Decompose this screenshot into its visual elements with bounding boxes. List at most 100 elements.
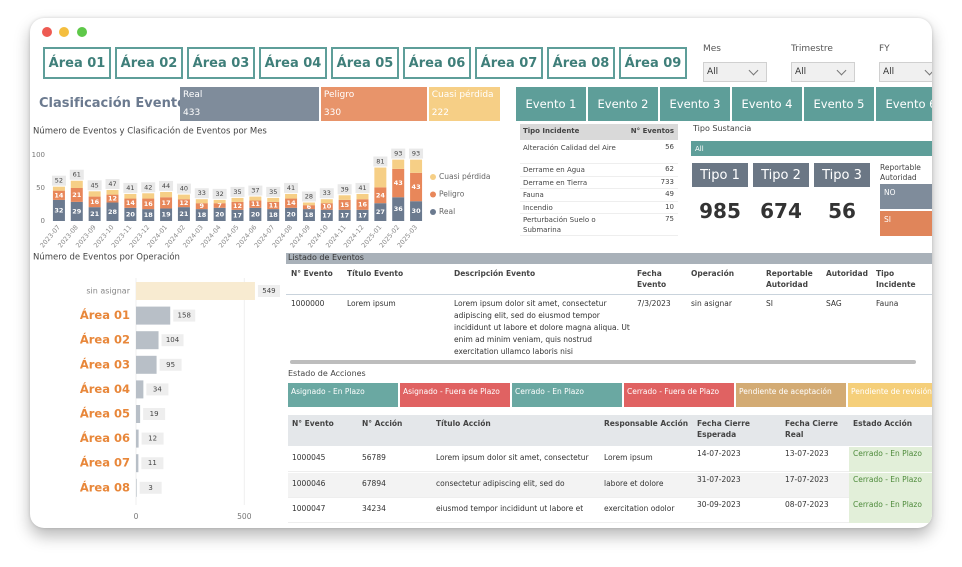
- evento-button[interactable]: Evento 4: [732, 87, 802, 121]
- column-header: N° Evento: [291, 269, 333, 278]
- data-label: 24: [376, 191, 386, 199]
- total-label-bg: [391, 148, 406, 159]
- bar-segment: [195, 199, 208, 204]
- area-button[interactable]: Área 02: [115, 47, 183, 79]
- filter-dropdown[interactable]: All: [791, 62, 855, 82]
- data-label: 14: [287, 199, 297, 207]
- data-label: 20: [126, 210, 136, 218]
- type-button[interactable]: Tipo 3: [814, 163, 870, 187]
- row-bg: [520, 164, 678, 177]
- reportable-option[interactable]: NO: [880, 184, 932, 209]
- slicer[interactable]: All: [691, 141, 932, 156]
- cell: exercitation odolor: [604, 504, 675, 513]
- bar-segment: [410, 201, 423, 221]
- bar: [136, 282, 255, 300]
- type-button[interactable]: Tipo 1: [692, 163, 748, 187]
- status-legend[interactable]: Asignado - En Plazo: [288, 383, 398, 407]
- status-legend[interactable]: Pendiente de revisión: [848, 383, 932, 407]
- total-label: 33: [198, 189, 206, 197]
- area-button[interactable]: Área 01: [43, 47, 111, 79]
- bar-segment: [374, 203, 387, 221]
- evento-button[interactable]: Evento 2: [588, 87, 658, 121]
- total-label-bg: [123, 182, 138, 193]
- segment-value: 222: [431, 108, 449, 118]
- status-legend[interactable]: Asignado - Fuera de Plazo: [400, 383, 510, 407]
- area-button[interactable]: Área 05: [331, 47, 399, 79]
- area-button[interactable]: Área 07: [475, 47, 543, 79]
- minimize-button[interactable]: [59, 27, 69, 37]
- column-header: Operación: [691, 269, 735, 278]
- data-label: 36: [394, 205, 404, 213]
- bar-segment: [142, 209, 155, 221]
- cell: consectetur adipiscing elit, sed do: [436, 478, 565, 488]
- maximize-button[interactable]: [77, 27, 87, 37]
- data-label: 14: [126, 199, 136, 207]
- chart-title: Número de Eventos por Operación: [33, 252, 180, 263]
- column-header: Descripción Evento: [454, 269, 536, 278]
- area-button[interactable]: Área 09: [619, 47, 687, 79]
- evento-button[interactable]: Evento 5: [804, 87, 874, 121]
- area-button[interactable]: Área 03: [187, 47, 255, 79]
- bar-segment: [285, 193, 298, 199]
- data-label: 17: [233, 211, 242, 219]
- total-label: 40: [180, 185, 188, 193]
- incident-name: Fauna: [523, 191, 544, 199]
- incident-name: Derrame en Tierra: [523, 178, 588, 187]
- data-label: 30: [412, 207, 422, 215]
- data-label: 20: [215, 210, 225, 218]
- type-button[interactable]: Tipo 2: [753, 163, 809, 187]
- segment-value: 330: [323, 108, 342, 118]
- total-label-bg: [87, 180, 102, 191]
- segment-name: Real: [183, 90, 203, 100]
- bar: [136, 306, 171, 325]
- data-label: 27: [376, 208, 385, 216]
- column-header: Título Acción: [436, 419, 491, 428]
- cell: 1000046: [292, 478, 326, 488]
- cell: sin asignar: [691, 299, 732, 308]
- total-label-bg: [373, 156, 388, 167]
- total-label: 93: [394, 150, 402, 158]
- incident-name: Derrame en Agua: [523, 166, 585, 174]
- area-button[interactable]: Área 08: [547, 47, 615, 79]
- data-label: 28: [108, 208, 118, 216]
- x-tick-label: 0: [134, 512, 139, 521]
- evento-button[interactable]: Evento 3: [660, 87, 730, 121]
- bar-segment: [213, 199, 226, 204]
- filter-dropdown[interactable]: All: [879, 62, 932, 82]
- status-legend[interactable]: Cerrado - En Plazo: [512, 383, 622, 407]
- value-label: 11: [148, 459, 157, 467]
- bar-segment: [410, 172, 423, 202]
- area-button[interactable]: Área 04: [259, 47, 327, 79]
- bar-segment: [392, 159, 405, 169]
- row-bg: [288, 498, 932, 523]
- data-label: 6: [307, 203, 312, 211]
- incident-table: Tipo Incidente N° Eventos Alteración Calid…: [520, 124, 678, 236]
- value-label: 12: [148, 435, 157, 443]
- column-header: Título Evento: [347, 269, 404, 278]
- status-legend[interactable]: Cerrado - Fuera de Plazo: [624, 383, 734, 407]
- area-button[interactable]: Área 06: [403, 47, 471, 79]
- evento-button[interactable]: Evento 1: [516, 87, 586, 121]
- scrollbar[interactable]: [290, 360, 916, 364]
- data-label: 43: [412, 183, 421, 191]
- status-legend[interactable]: Pendiente de aceptación: [736, 383, 846, 407]
- bar-segment: [338, 209, 351, 221]
- filter-dropdown[interactable]: All: [703, 62, 767, 82]
- classification-segment: Peligro 330: [320, 87, 427, 121]
- reportable-option[interactable]: SI: [880, 211, 932, 236]
- bar-segment: [124, 207, 137, 221]
- bar-segment: [70, 201, 83, 221]
- cell: Cerrado - En Plazo: [853, 500, 922, 509]
- cell: Lorem ipsum: [604, 453, 653, 462]
- data-label: 18: [269, 211, 279, 219]
- total-label-bg: [284, 182, 299, 193]
- close-button[interactable]: [42, 27, 52, 37]
- evento-button[interactable]: Evento 6: [876, 87, 932, 121]
- total-label-bg: [69, 169, 84, 180]
- bar: [136, 454, 139, 473]
- category-label: Área 05: [80, 406, 130, 421]
- total-label-bg: [230, 186, 245, 197]
- bar-segment: [267, 209, 280, 221]
- classification-segment: Cuasi pérdida 222: [428, 87, 500, 121]
- bar-segment: [177, 207, 190, 221]
